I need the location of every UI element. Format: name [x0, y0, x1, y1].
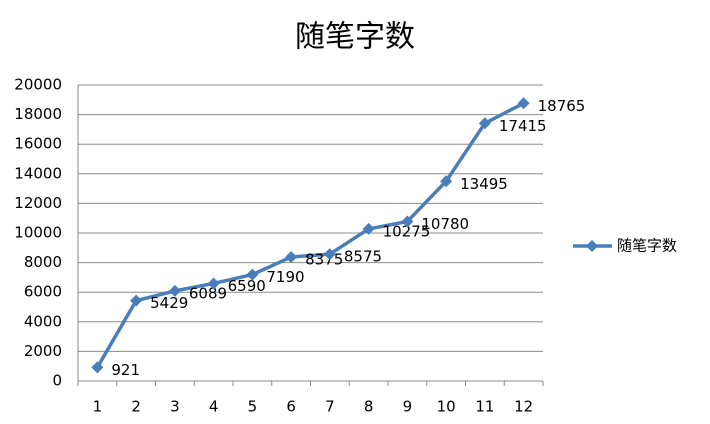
- y-tick-label: 6000: [24, 283, 62, 301]
- series-line: [95, 101, 525, 369]
- x-tick-label: 2: [131, 398, 141, 416]
- x-tick-label: 12: [514, 398, 533, 416]
- data-label: 6590: [228, 277, 266, 295]
- y-tick-label: 4000: [24, 312, 62, 330]
- x-tick-label: 8: [364, 398, 374, 416]
- x-tick-label: 10: [437, 398, 456, 416]
- data-label: 10275: [383, 222, 431, 240]
- x-tick-label: 6: [286, 398, 296, 416]
- y-tick-label: 10000: [14, 224, 62, 242]
- x-tick-label: 9: [403, 398, 413, 416]
- marker: [401, 215, 414, 228]
- data-label: 6089: [189, 284, 227, 302]
- x-tick-label: 5: [248, 398, 258, 416]
- marker: [168, 284, 181, 297]
- data-label: 7190: [266, 268, 304, 286]
- x-tick-label: 1: [93, 398, 103, 416]
- marker: [285, 251, 298, 264]
- data-label: 8575: [344, 248, 382, 266]
- x-tick-label: 4: [209, 398, 219, 416]
- y-tick-label: 20000: [14, 76, 62, 94]
- x-tick-label: 3: [170, 398, 180, 416]
- marker: [362, 222, 375, 235]
- y-tick-label: 2000: [24, 342, 62, 360]
- data-label: 18765: [538, 97, 586, 115]
- x-tick-label: 7: [325, 398, 335, 416]
- y-tick-label: 0: [52, 372, 62, 390]
- y-tick-label: 18000: [14, 105, 62, 123]
- y-tick-label: 14000: [14, 164, 62, 182]
- marker: [246, 268, 259, 281]
- marker: [130, 294, 143, 307]
- data-label: 13495: [460, 175, 508, 193]
- data-label: 5429: [150, 294, 188, 312]
- marker: [517, 97, 530, 110]
- data-label: 921: [111, 361, 140, 379]
- x-tick-label: 11: [475, 398, 494, 416]
- data-label: 10780: [421, 215, 469, 233]
- marker: [440, 175, 453, 188]
- legend-marker: [586, 240, 598, 252]
- marker: [207, 277, 220, 290]
- marker: [323, 248, 336, 261]
- data-label: 8375: [305, 251, 343, 269]
- y-tick-label: 12000: [14, 194, 62, 212]
- y-tick-label: 8000: [24, 253, 62, 271]
- legend-label: 随笔字数: [617, 237, 677, 255]
- marker: [478, 117, 491, 130]
- marker: [91, 361, 104, 374]
- chart-title: 随笔字数: [295, 20, 415, 55]
- data-label: 17415: [499, 117, 547, 135]
- y-tick-label: 16000: [14, 135, 62, 153]
